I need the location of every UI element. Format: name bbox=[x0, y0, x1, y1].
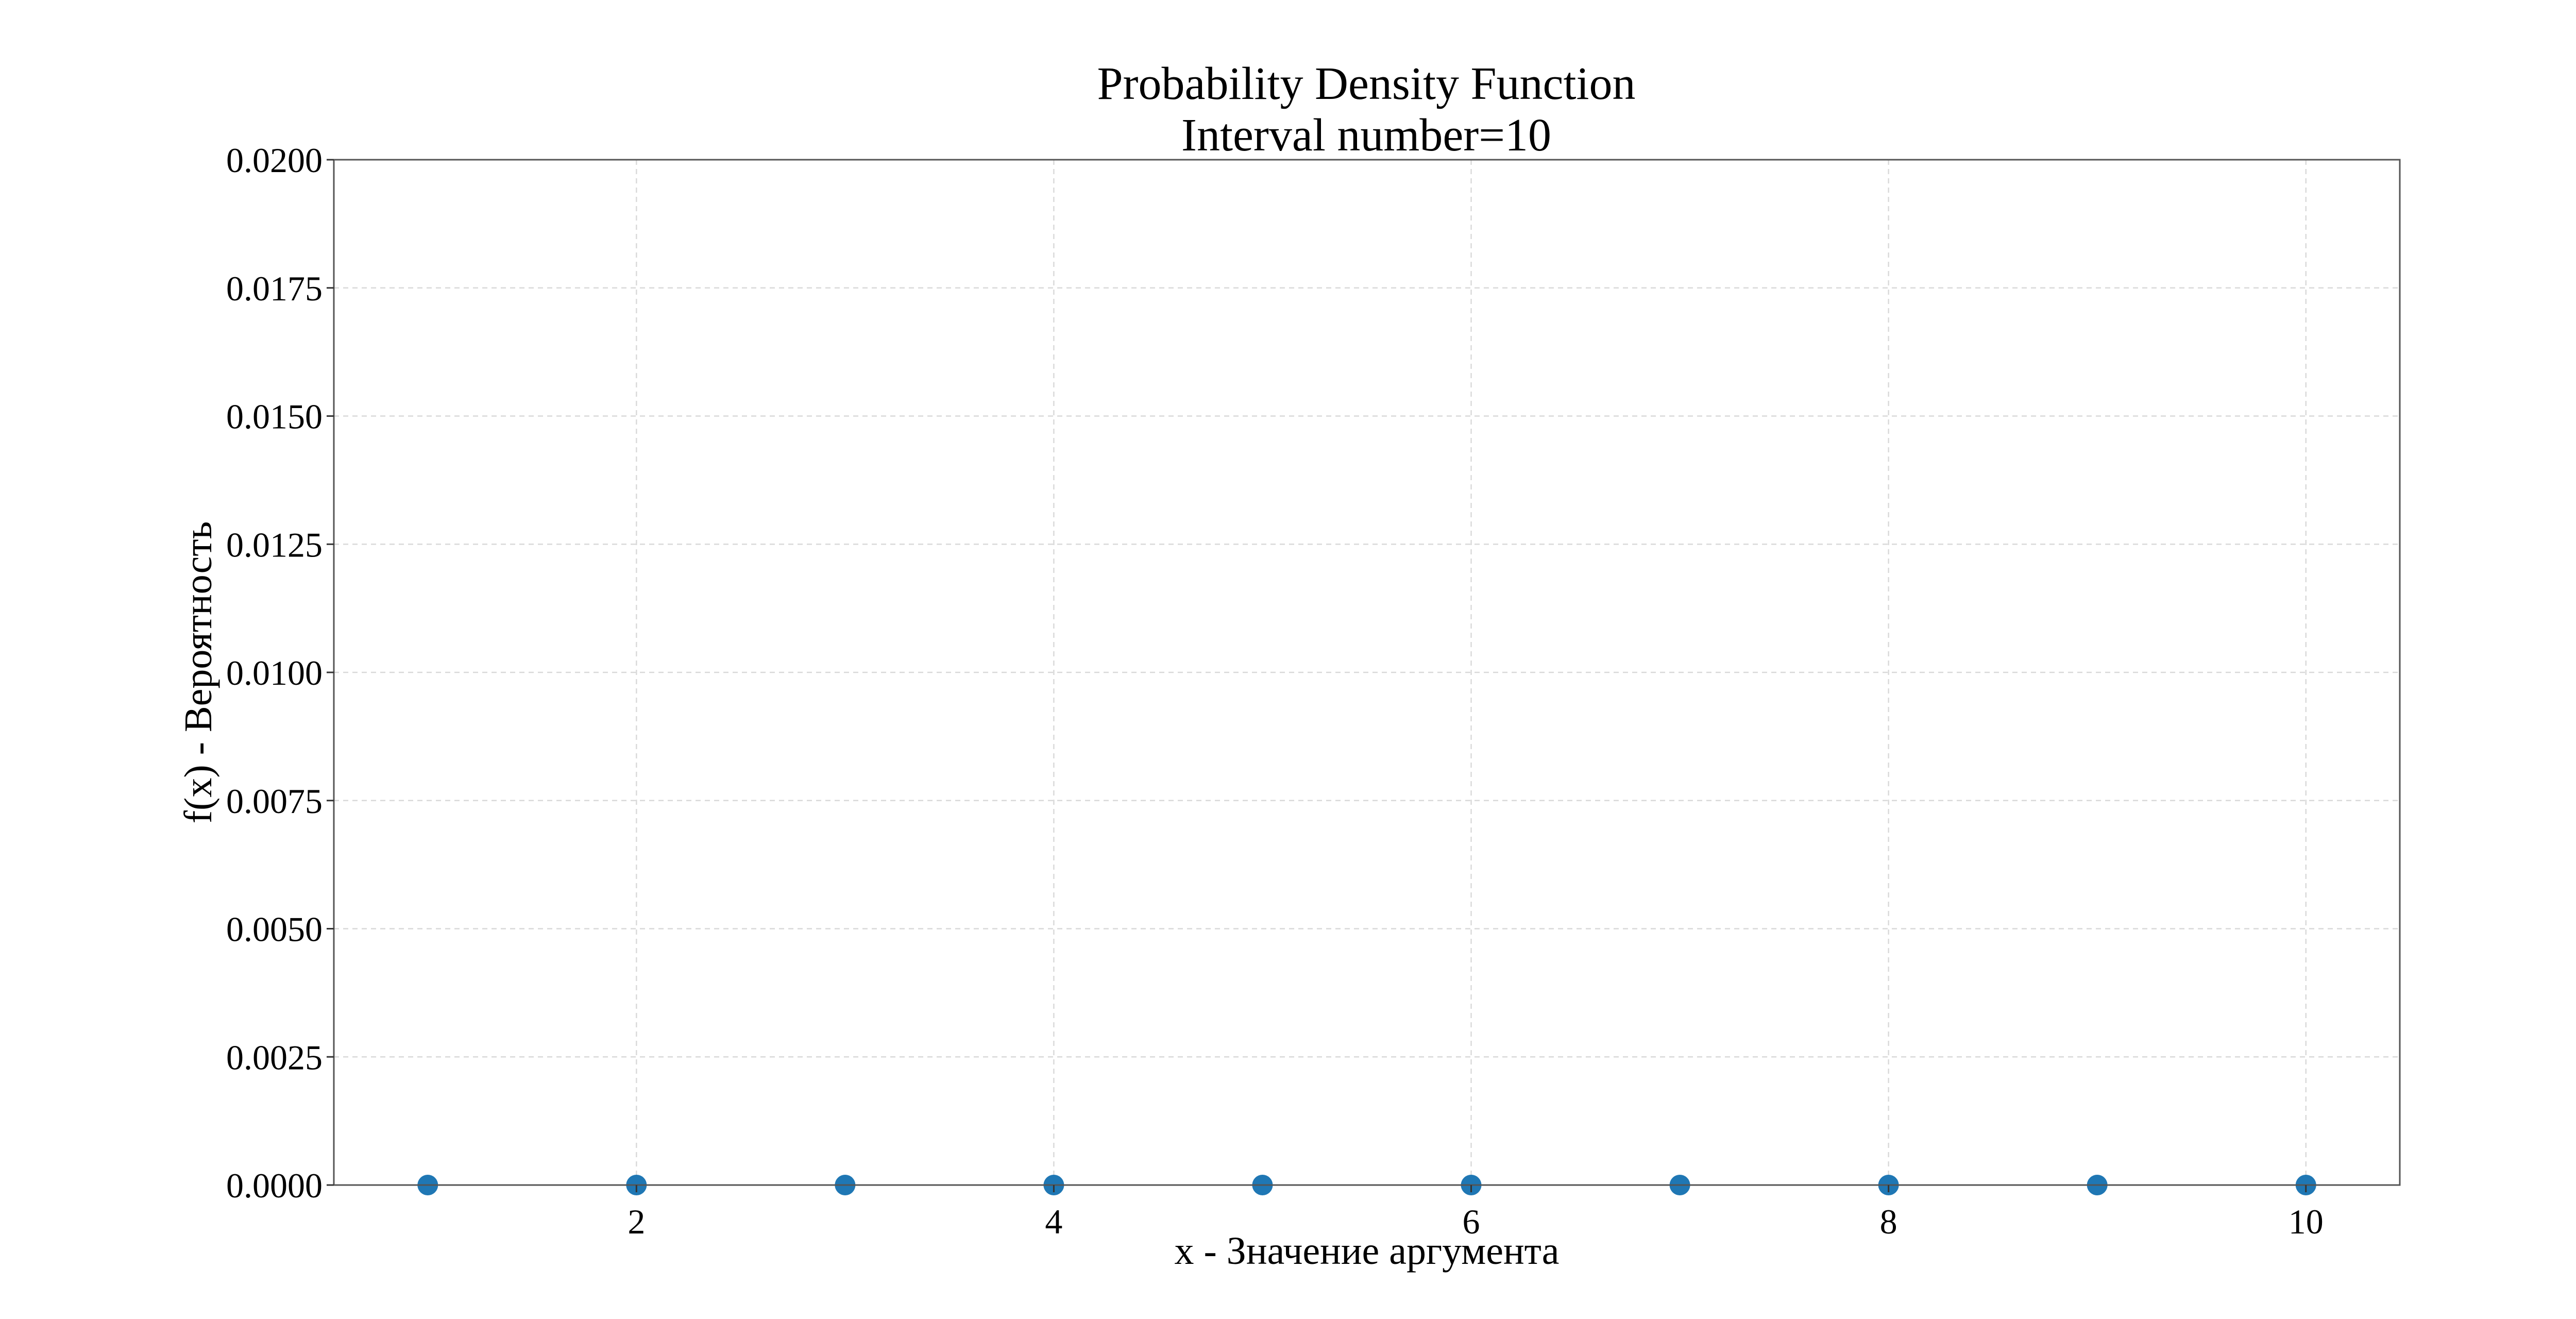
x-axis-ticks: 2 4 6 8 10 bbox=[628, 1185, 2324, 1241]
x-axis-label: x - Значение аргумента bbox=[1174, 1229, 1559, 1273]
y-tick-label: 0.0175 bbox=[226, 269, 323, 308]
x-tick-label: 10 bbox=[2289, 1202, 2324, 1241]
y-axis-ticks: 0.0000 0.0025 0.0050 0.0075 0.0100 0.0125 0.01… bbox=[226, 141, 334, 1205]
y-tick-label: 0.0050 bbox=[226, 910, 323, 949]
y-tick-label: 0.0200 bbox=[226, 141, 323, 180]
y-tick-label: 0.0150 bbox=[226, 397, 323, 436]
y-tick-label: 0.0125 bbox=[226, 525, 323, 564]
y-tick-label: 0.0025 bbox=[226, 1038, 323, 1077]
y-axis-label: f(x) - Вероятность bbox=[177, 521, 220, 824]
x-tick-label: 4 bbox=[1045, 1202, 1062, 1241]
x-tick-label: 2 bbox=[628, 1202, 645, 1241]
y-tick-label: 0.0000 bbox=[226, 1166, 323, 1205]
x-tick-label: 8 bbox=[1880, 1202, 1897, 1241]
x-tick-label: 6 bbox=[1463, 1202, 1480, 1241]
chart-title: Probability Density Function bbox=[1097, 58, 1636, 109]
y-tick-label: 0.0100 bbox=[226, 653, 323, 692]
chart-subtitle: Interval number=10 bbox=[1181, 110, 1551, 161]
y-tick-label: 0.0075 bbox=[226, 782, 323, 821]
